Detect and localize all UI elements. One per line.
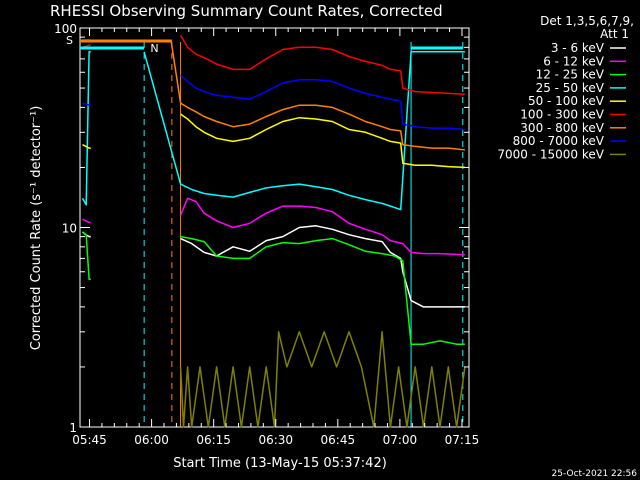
legend-label: 3 - 6 keV	[551, 41, 605, 55]
marker-label-n: N	[150, 42, 158, 55]
series-line	[82, 74, 465, 131]
legend-header-detectors: Det 1,3,5,6,7,9,	[540, 14, 634, 28]
x-tick-label: 06:00	[134, 433, 169, 447]
y-tick-label: 100	[54, 22, 77, 36]
legend-header-attenuator: Att 1	[600, 27, 629, 41]
legend-label: 300 - 800 keV	[520, 121, 604, 135]
legend-label: 25 - 50 keV	[536, 81, 605, 95]
legend-label: 100 - 300 keV	[520, 108, 604, 122]
legend-label: 12 - 25 keV	[536, 68, 605, 82]
marker-label-s: S	[66, 34, 73, 47]
y-tick-label: 10	[62, 222, 77, 236]
x-tick-label: 06:30	[258, 433, 293, 447]
y-axis-label: Corrected Count Rate (s⁻¹ detector⁻¹)	[29, 106, 44, 351]
footer-timestamp: 25-Oct-2021 22:56	[552, 469, 638, 479]
x-axis: 05:45 06:00 06:15 06:30 06:45 07:00 07:15	[72, 28, 479, 447]
chart-title: RHESSI Observing Summary Count Rates, Co…	[50, 2, 443, 20]
series-line	[82, 34, 465, 96]
series-line	[82, 197, 465, 256]
vertical-lines	[143, 42, 464, 427]
x-tick-label: 06:45	[321, 433, 356, 447]
x-tick-label: 05:45	[72, 433, 107, 447]
legend-label: 6 - 12 keV	[543, 54, 605, 68]
legend-label: 7000 - 15000 keV	[497, 147, 604, 161]
x-tick-label: 06:15	[196, 433, 231, 447]
x-tick-label: 07:00	[383, 433, 418, 447]
legend-label: 50 - 100 keV	[528, 94, 605, 108]
legend-label: 800 - 7000 keV	[513, 134, 605, 148]
series-line	[81, 51, 465, 211]
series-line	[82, 231, 465, 345]
series-line	[82, 225, 465, 308]
x-axis-label: Start Time (13-May-15 05:37:42)	[173, 456, 387, 471]
series-line	[82, 113, 465, 169]
state-markers: SN	[66, 34, 463, 55]
x-tick-label: 07:15	[445, 433, 480, 447]
series-lines	[81, 34, 466, 428]
y-tick-label: 1	[69, 421, 77, 435]
y-axis: 1 10 100	[54, 22, 469, 435]
series-line	[179, 331, 466, 428]
